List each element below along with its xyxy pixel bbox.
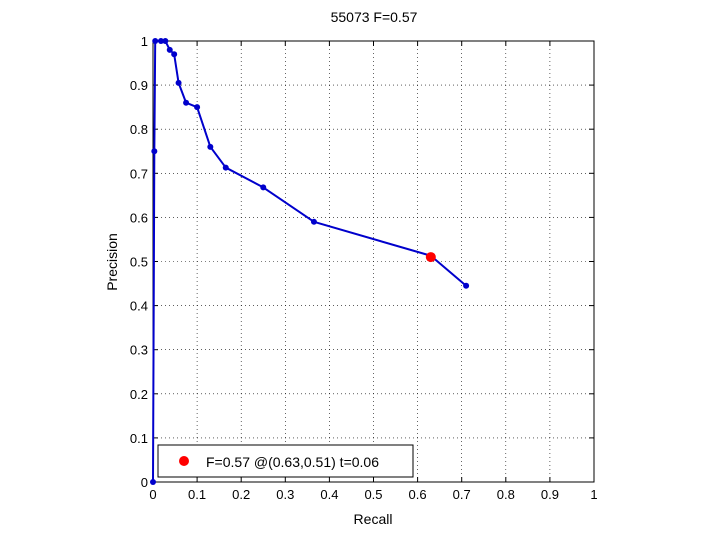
y-tick-label: 0.9 (130, 78, 148, 93)
data-point (260, 184, 267, 191)
data-point (152, 38, 159, 44)
data-point (150, 479, 156, 485)
data-point (175, 79, 182, 86)
y-tick-label: 0.1 (130, 431, 148, 446)
best-f-point (425, 252, 436, 263)
x-tick-label: 0 (149, 487, 156, 502)
x-tick-label: 0.5 (364, 487, 382, 502)
data-series (150, 38, 470, 485)
data-point (207, 143, 214, 150)
y-axis-label: Precision (104, 233, 120, 291)
x-tick-label: 0.6 (409, 487, 427, 502)
x-tick-label: 0.3 (276, 487, 294, 502)
data-point (162, 38, 169, 44)
data-point (222, 164, 229, 171)
x-tick-label: 0.2 (232, 487, 250, 502)
legend-box (157, 444, 414, 478)
x-tick-label: 0.8 (497, 487, 515, 502)
legend-marker-best-point (179, 456, 189, 466)
x-tick-label: 0.1 (188, 487, 206, 502)
x-tick-label: 0.7 (453, 487, 471, 502)
y-tick-label: 1 (141, 34, 148, 49)
x-tick-label: 1 (590, 487, 597, 502)
data-point (194, 104, 201, 111)
y-tick-label: 0.8 (130, 122, 148, 137)
data-point (183, 99, 190, 106)
axis-ticks: 0 0.1 0.2 0.3 0.4 0.5 0.6 0.7 0.8 0.9 1 0 0.1 0.2 0.3 0… (130, 34, 598, 502)
grid (153, 41, 594, 482)
data-point (171, 51, 178, 58)
y-tick-label: 0.3 (130, 343, 148, 358)
y-tick-label: 0.2 (130, 387, 148, 402)
y-tick-label: 0.5 (130, 255, 148, 270)
y-tick-label: 0.7 (130, 166, 148, 181)
x-tick-label: 0.4 (320, 487, 338, 502)
x-axis-label: Recall (354, 511, 393, 527)
data-point (151, 148, 158, 155)
y-tick-label: 0.4 (130, 299, 148, 314)
x-tick-label: 0.9 (541, 487, 559, 502)
legend-label-best-point: F=0.57 @(0.63,0.51) t=0.06 (206, 454, 379, 470)
chart-title: 55073 F=0.57 (331, 9, 418, 25)
data-point (166, 46, 173, 53)
y-tick-label: 0.6 (130, 210, 148, 225)
legend: F=0.57 @(0.63,0.51) t=0.06 (157, 444, 414, 478)
data-point (310, 218, 317, 225)
data-point (463, 282, 470, 289)
y-tick-label: 0 (141, 475, 148, 490)
data-point (157, 38, 164, 44)
